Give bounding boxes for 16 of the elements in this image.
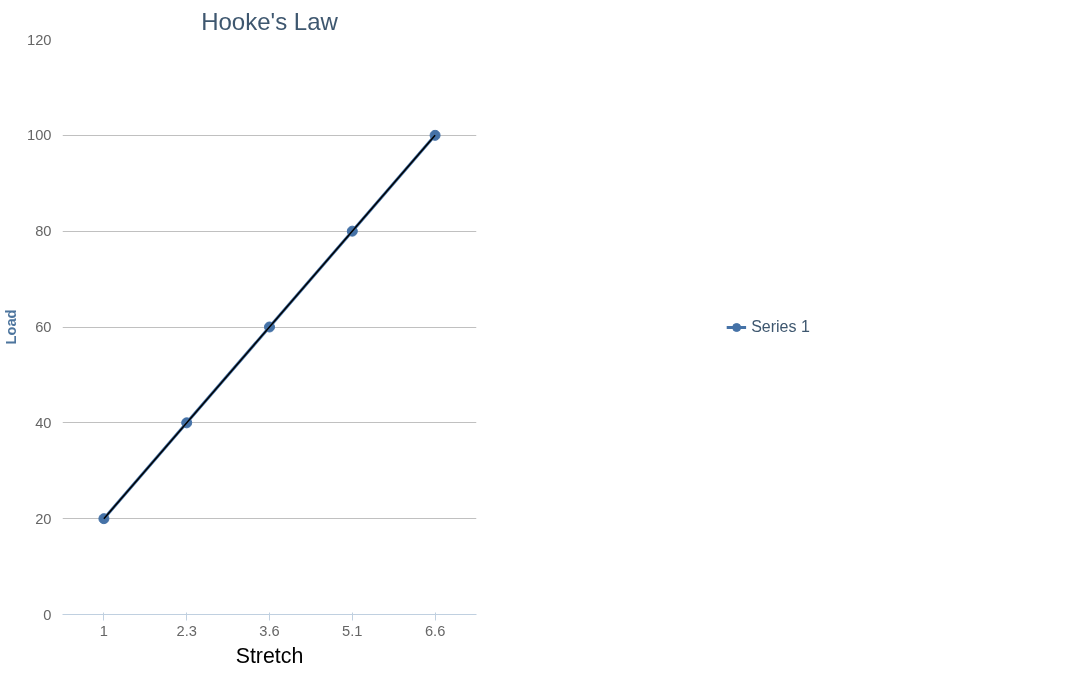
y-tick-label: 80 [35,223,52,240]
x-tick-label: 1 [99,622,108,639]
x-tick-label: 3.6 [259,622,280,639]
y-tick-label: 100 [27,127,52,144]
y-tick-label: 0 [43,606,52,623]
y-tick-label: 60 [35,319,52,335]
x-tick-label: 5.1 [342,622,363,639]
x-tick-label: 2.3 [176,622,197,639]
x-tick-label: 6.6 [424,622,446,639]
legend-label: Series 1 [751,317,810,336]
y-tick-label: 40 [35,414,52,431]
y-tick-label: 20 [35,510,52,527]
y-tick-label: 120 [27,31,52,48]
chart-title: Hooke's Law [201,7,339,35]
x-axis-title: Stretch [235,643,304,668]
y-axis-title: Load [3,309,20,345]
